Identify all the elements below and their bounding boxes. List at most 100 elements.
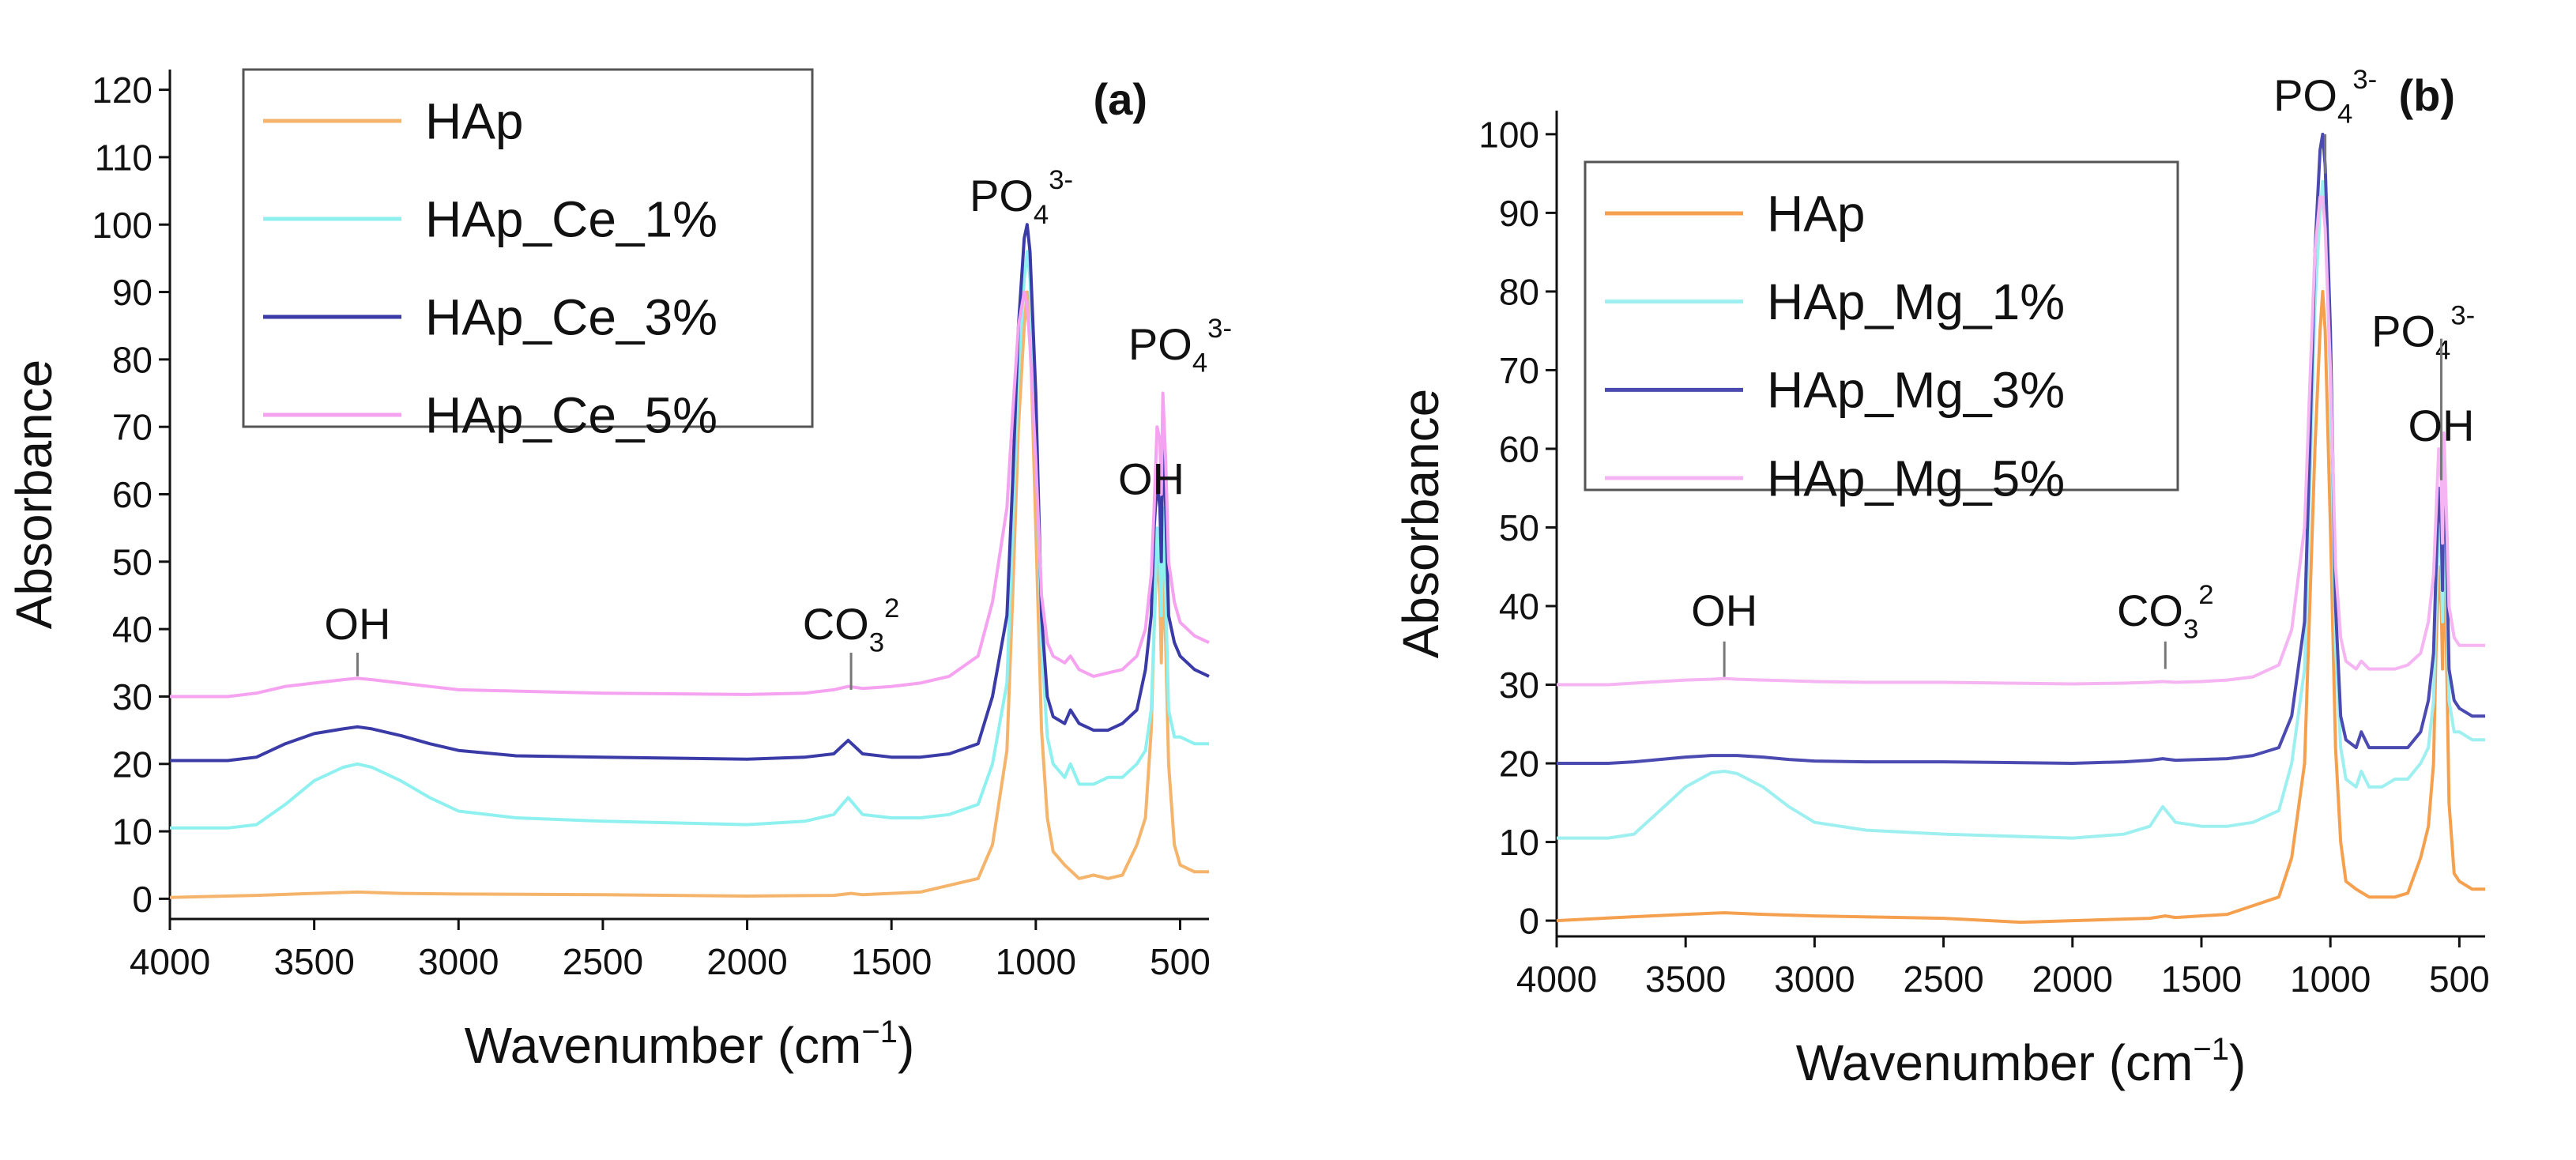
annotation-oh2-base: OH <box>2408 401 2475 450</box>
series-line-3 <box>170 290 1210 699</box>
annotation-po4-1-sub: 4 <box>2337 100 2352 130</box>
x-tick-label-2: 3000 <box>418 941 499 982</box>
panel-label: (b) <box>2398 70 2455 120</box>
x-axis-title-close: ) <box>2229 1034 2246 1091</box>
y-tick-label-8: 80 <box>112 339 153 380</box>
y-tick-label-10: 100 <box>92 205 153 246</box>
x-tick-label-1: 3500 <box>1645 959 1726 1000</box>
x-axis-title-sup: −1 <box>2193 1032 2229 1067</box>
annotation-oh1-base: OH <box>324 599 390 649</box>
x-tick-label-6: 1000 <box>2290 959 2371 1000</box>
y-tick-label-4: 40 <box>112 609 153 650</box>
legend-label-0: HAp <box>425 92 524 149</box>
y-tick-label-1: 10 <box>112 812 153 853</box>
annotation-po4-1-base: PO <box>2273 70 2337 120</box>
annotation-oh1-base: OH <box>1691 586 1757 635</box>
annotation-oh2: OH <box>2408 401 2475 450</box>
x-tick-label-3: 2500 <box>563 941 643 982</box>
annotation-co3-base: CO <box>2117 586 2183 635</box>
legend-label-0: HAp <box>1767 185 1866 242</box>
annotation-oh2-base: OH <box>1118 454 1184 504</box>
y-axis-title: Absorbance <box>1392 389 1449 659</box>
annotation-co3-sup: 2 <box>2198 580 2213 610</box>
y-tick-label-7: 70 <box>1499 350 1539 391</box>
y-tick-label-5: 50 <box>112 541 153 582</box>
y-tick-label-9: 90 <box>1499 193 1539 234</box>
annotation-co3-base: CO <box>803 599 869 649</box>
y-tick-label-10: 100 <box>1478 114 1539 155</box>
annotation-po4-2: PO43- <box>2371 301 2475 366</box>
y-tick-label-5: 50 <box>1499 507 1539 548</box>
x-tick-label-7: 500 <box>1150 941 1211 982</box>
series-line-0 <box>1556 289 2485 925</box>
legend-label-2: HAp_Mg_3% <box>1767 362 2065 419</box>
annotation-po4-1-sub: 4 <box>1034 200 1049 230</box>
x-tick-label-7: 500 <box>2429 959 2490 1000</box>
x-tick-label-1: 3500 <box>273 941 354 982</box>
annotation-po4-2-sup: 3- <box>2450 301 2475 331</box>
legend-label-1: HAp_Ce_1% <box>425 190 717 247</box>
legend-label-3: HAp_Mg_5% <box>1767 450 2065 507</box>
annotation-po4-2-sub: 4 <box>2435 335 2450 365</box>
y-tick-label-0: 0 <box>132 879 153 920</box>
series-line-2 <box>1557 132 2485 765</box>
y-tick-label-12: 120 <box>92 70 153 111</box>
annotation-co3-sup: 2 <box>884 593 899 623</box>
y-tick-label-2: 20 <box>1499 744 1539 785</box>
y-tick-label-9: 90 <box>112 272 153 313</box>
annotation-co3-sub: 3 <box>869 628 884 658</box>
x-tick-label-5: 1500 <box>851 941 932 982</box>
annotation-po4-2-base: PO <box>1128 319 1192 369</box>
x-axis-title: Wavenumber (cm−1) <box>465 1015 915 1074</box>
annotation-co3: CO32 <box>803 593 900 658</box>
legend-label-2: HAp_Ce_3% <box>425 288 717 345</box>
y-axis-title: Absorbance <box>6 360 62 630</box>
y-tick-label-7: 70 <box>112 407 153 448</box>
annotation-po4-2-sub: 4 <box>1192 348 1207 379</box>
series-line-1 <box>170 250 1209 830</box>
y-tick-label-1: 10 <box>1499 822 1539 863</box>
y-tick-label-6: 60 <box>1499 429 1539 470</box>
annotation-po4-1: PO43- <box>2273 65 2377 130</box>
y-tick-label-3: 30 <box>112 676 153 717</box>
y-tick-label-11: 110 <box>95 137 153 178</box>
annotation-po4-1-base: PO <box>970 171 1034 220</box>
x-tick-label-4: 2000 <box>2032 959 2113 1000</box>
x-tick-label-4: 2000 <box>706 941 787 982</box>
annotation-po4-1-sup: 3- <box>2352 65 2377 95</box>
x-axis-title-base: Wavenumber (cm <box>465 1017 862 1074</box>
annotation-oh1: OH <box>1691 586 1757 635</box>
x-tick-label-0: 4000 <box>130 941 210 982</box>
annotation-oh2: OH <box>1118 454 1184 504</box>
x-tick-label-2: 3000 <box>1774 959 1855 1000</box>
panel-label: (a) <box>1094 74 1147 124</box>
annotation-po4-1: PO43- <box>970 165 1073 230</box>
annotation-po4-2: PO43- <box>1128 314 1232 379</box>
chart-panel-b: 0 10 20 30 40 50 60 70 80 90 100 4000 3500 3000 2500 20… <box>1288 0 2576 1160</box>
x-axis-title-sup: −1 <box>861 1015 898 1049</box>
x-tick-label-5: 1500 <box>2161 959 2242 1000</box>
x-tick-label-6: 1000 <box>996 941 1076 982</box>
annotation-co3-sub: 3 <box>2183 615 2198 645</box>
annotation-po4-2-sup: 3- <box>1207 314 1232 344</box>
annotation-po4-1-sup: 3- <box>1049 165 1073 195</box>
x-axis-title-base: Wavenumber (cm <box>1796 1034 2194 1091</box>
legend-label-3: HAp_Ce_5% <box>425 386 717 443</box>
legend-label-1: HAp_Mg_1% <box>1767 273 2065 330</box>
y-tick-label-6: 60 <box>112 474 153 515</box>
y-tick-label-3: 30 <box>1499 665 1539 706</box>
annotation-po4-2-base: PO <box>2371 307 2435 356</box>
y-tick-label-4: 40 <box>1499 586 1539 627</box>
y-tick-label-0: 0 <box>1519 901 1539 942</box>
series-line-2 <box>170 223 1210 763</box>
annotation-oh1: OH <box>324 599 390 649</box>
annotation-co3: CO32 <box>2117 580 2214 645</box>
x-tick-label-0: 4000 <box>1516 959 1597 1000</box>
series-line-0 <box>169 290 1209 899</box>
x-axis-title-close: ) <box>898 1017 914 1074</box>
legend-box <box>1584 160 2179 491</box>
y-tick-label-2: 20 <box>112 744 153 785</box>
y-tick-label-8: 80 <box>1499 271 1539 312</box>
x-tick-label-3: 2500 <box>1903 959 1983 1000</box>
